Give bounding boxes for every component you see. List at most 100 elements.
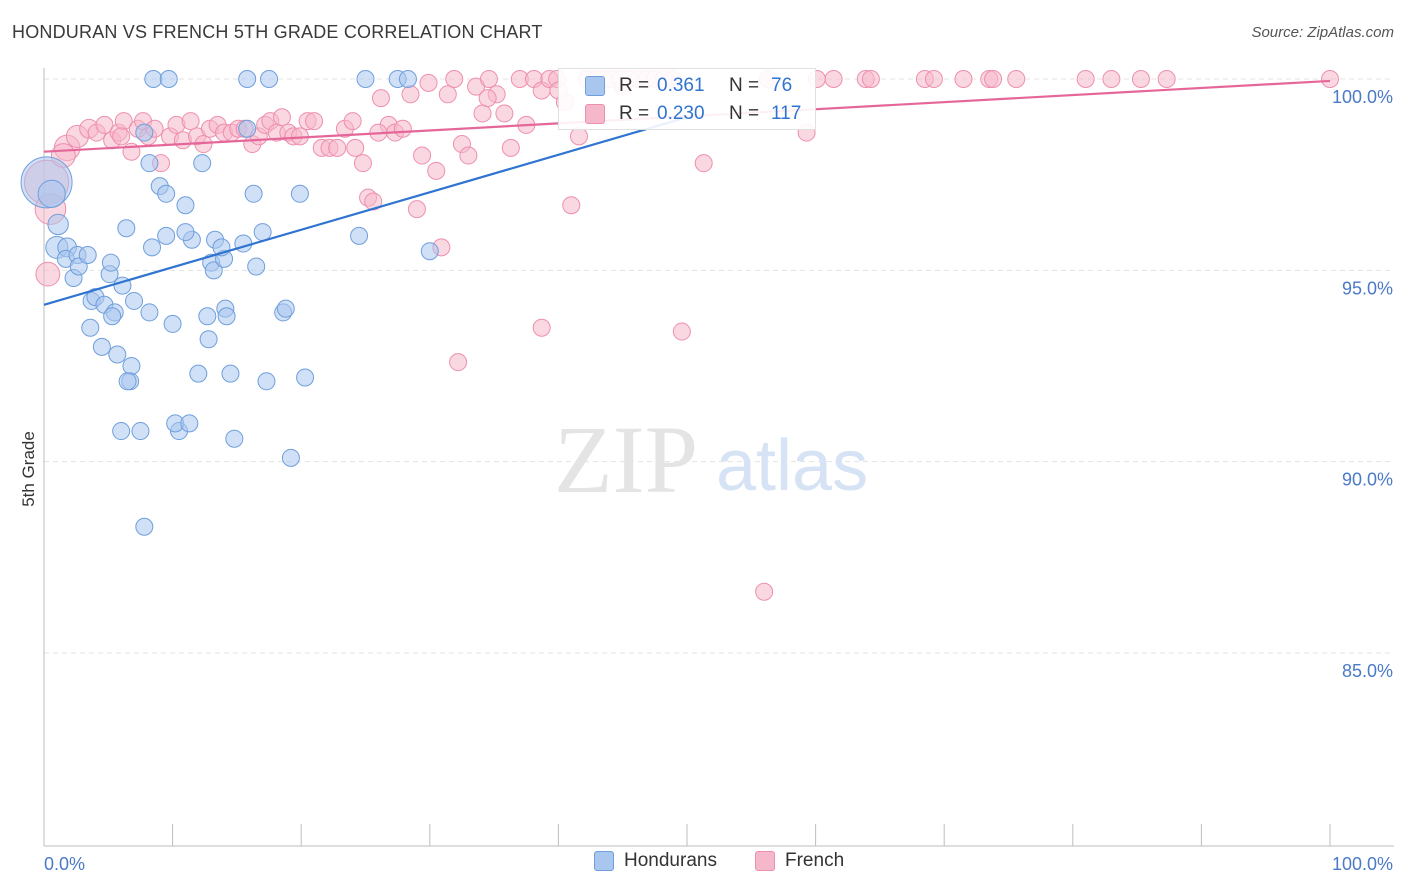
honduran-point — [193, 154, 212, 173]
french-points — [23, 70, 1339, 601]
honduran-point — [143, 238, 162, 257]
y-tick-label: 100.0% — [1332, 87, 1393, 107]
french-point — [272, 108, 291, 127]
honduran-point — [276, 299, 295, 318]
honduran-point — [108, 345, 127, 364]
honduran-point — [281, 448, 300, 467]
hondurans-swatch — [585, 76, 605, 96]
french-point — [343, 112, 362, 131]
french-n-value: 117 — [771, 103, 802, 124]
french-point — [413, 146, 432, 165]
hondurans-r-label: R = — [619, 75, 650, 96]
honduran-point — [356, 70, 375, 88]
french-point — [353, 154, 372, 173]
honduran-point — [112, 422, 131, 441]
honduran-point — [253, 223, 272, 242]
french-point — [501, 138, 520, 157]
french-point — [427, 161, 446, 180]
hondurans-n-value: 76 — [771, 75, 793, 96]
french-point — [824, 70, 843, 88]
legend-item-hondurans[interactable]: Hondurans — [594, 850, 717, 872]
stats-row-hondurans: R = 0.361 N = 76 — [559, 71, 817, 101]
honduran-point — [221, 364, 240, 383]
axes: 85.0% 90.0% 95.0% 100.0% 0.0% 100.0% — [43, 68, 1394, 874]
french-point — [449, 353, 468, 372]
watermark: ZIP atlas — [554, 406, 868, 513]
honduran-point — [92, 337, 111, 356]
honduran-point — [125, 291, 144, 310]
french-point — [984, 70, 1003, 88]
honduran-point — [260, 70, 279, 88]
french-point — [328, 138, 347, 157]
honduran-point — [140, 154, 159, 173]
french-point — [305, 112, 324, 131]
legend-item-french[interactable]: French — [755, 850, 844, 872]
honduran-point — [398, 70, 417, 88]
stats-row-french: R = 0.230 N = 117 — [559, 99, 817, 129]
honduran-point — [189, 364, 208, 383]
honduran-point — [78, 246, 97, 265]
honduran-point — [247, 257, 266, 276]
honduran-point — [225, 429, 244, 448]
honduran-point — [163, 314, 182, 333]
chart-title: HONDURAN VS FRENCH 5TH GRADE CORRELATION… — [12, 22, 543, 42]
honduran-point — [135, 517, 154, 536]
honduran-point — [244, 184, 263, 203]
french-r-value: 0.230 — [657, 103, 705, 124]
honduran-point — [159, 70, 178, 88]
honduran-point — [217, 307, 236, 326]
french-point — [532, 318, 551, 337]
honduran-point — [37, 179, 66, 208]
french-point — [861, 70, 880, 88]
honduran-point — [131, 422, 150, 441]
french-point — [112, 127, 131, 146]
french-point — [95, 115, 114, 134]
honduran-point — [101, 253, 120, 272]
french-point — [672, 322, 691, 341]
honduran-point — [180, 414, 199, 433]
y-tick-label: 90.0% — [1342, 470, 1393, 490]
honduran-point — [350, 226, 369, 245]
stats-legend: R = 0.361 N = 76 R = 0.230 N = 117 — [558, 68, 816, 130]
french-point — [1321, 70, 1339, 88]
honduran-point — [144, 70, 163, 88]
honduran-point — [140, 303, 159, 322]
french-point — [1076, 70, 1095, 88]
french-point — [181, 112, 200, 131]
french-point — [755, 582, 774, 601]
legend-swatch-hondurans — [594, 851, 614, 871]
french-point — [407, 200, 426, 219]
french-point — [393, 119, 412, 138]
honduran-point — [176, 223, 195, 242]
french-point — [35, 261, 61, 287]
honduran-point — [176, 196, 195, 215]
french-point — [371, 89, 390, 108]
honduran-point — [296, 368, 315, 387]
french-point — [1007, 70, 1026, 88]
french-point — [562, 196, 581, 215]
french-swatch — [585, 104, 605, 124]
honduran-point — [238, 70, 257, 88]
french-point — [954, 70, 973, 88]
french-point — [346, 138, 365, 157]
watermark-zip: ZIP — [554, 406, 698, 513]
honduran-point — [117, 219, 136, 238]
honduran-point — [135, 123, 154, 142]
y-axis-label: 5th Grade — [19, 431, 38, 507]
french-point — [445, 70, 464, 88]
y-tick-label: 85.0% — [1342, 661, 1393, 681]
french-point — [401, 85, 420, 104]
french-point — [479, 70, 498, 88]
french-point — [924, 70, 943, 88]
honduran-point — [81, 318, 100, 337]
french-point — [478, 89, 497, 108]
honduran-point — [204, 261, 223, 280]
hondurans-n-label: N = — [729, 75, 760, 96]
honduran-point — [257, 372, 276, 391]
french-r-label: R = — [619, 103, 650, 124]
honduran-trend-line — [43, 116, 688, 306]
french-point — [495, 104, 514, 123]
honduran-point — [157, 226, 176, 245]
x-tick-label-min: 0.0% — [44, 854, 85, 874]
